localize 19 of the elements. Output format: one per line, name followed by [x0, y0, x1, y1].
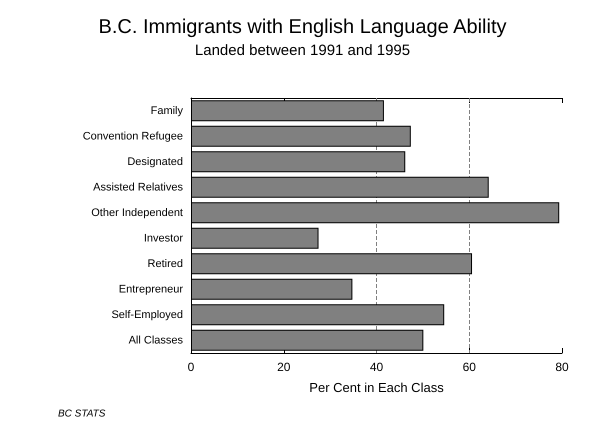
- text: BC STATS: [58, 408, 106, 420]
- y-tick-label: Self-Employed: [111, 308, 183, 321]
- y-tick-label: Designated: [127, 156, 183, 168]
- y-tick-label: Entrepreneur: [118, 283, 184, 296]
- x-axis-title: Per Cent in Each Class: [309, 380, 444, 395]
- x-tick-label: 0: [188, 360, 195, 374]
- chart-subtitle: Landed between 1991 and 1995: [194, 42, 410, 59]
- x-tick-label: 40: [370, 360, 384, 374]
- chart-title: B.C. Immigrants with English Language Ability: [98, 16, 506, 38]
- y-tick-label: Other Independent: [91, 206, 183, 219]
- y-tick-label: All Classes: [128, 334, 184, 346]
- x-tick-label: 60: [462, 360, 476, 374]
- y-tick-label: Retired: [148, 258, 183, 270]
- x-tick-label: 80: [555, 360, 569, 374]
- y-tick-label: Assisted Relatives: [93, 181, 184, 194]
- y-tick-label: Investor: [144, 232, 184, 244]
- y-tick-label: Family: [150, 104, 184, 117]
- y-tick-label: Convention Refugee: [82, 130, 183, 142]
- x-tick-label: 20: [277, 360, 291, 374]
